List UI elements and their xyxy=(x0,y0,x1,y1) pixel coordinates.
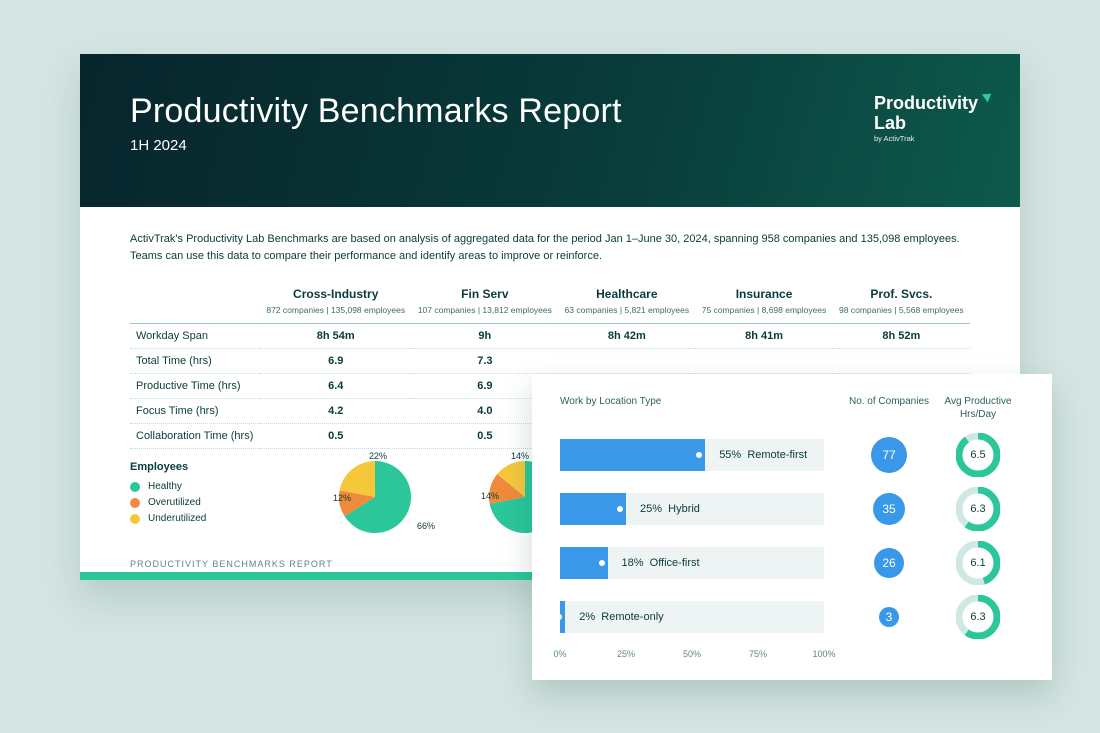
table-cell: 8h 42m xyxy=(558,324,695,349)
col-header: Prof. Svcs. xyxy=(833,285,970,301)
pie-slice-label: 14% xyxy=(481,491,499,501)
bar-wrap: 2% Remote-only xyxy=(560,601,848,633)
table-cell xyxy=(695,349,832,374)
legend-swatch xyxy=(130,482,140,492)
axis-tick: 0% xyxy=(553,649,566,659)
row-label: Total Time (hrs) xyxy=(130,349,260,374)
legend-title: Employees xyxy=(130,461,300,473)
axis-tick: 100% xyxy=(812,649,835,659)
bar-dot-icon xyxy=(696,452,702,458)
location-card-front: Work by Location Type No. of Companies A… xyxy=(532,374,1052,680)
location-row: 25% Hybrid 35 6.3 xyxy=(560,487,1026,531)
table-cell: 0.5 xyxy=(260,424,412,449)
employees-legend: Employees Healthy Overutilized Underutiliz… xyxy=(130,461,300,529)
col-header: Fin Serv xyxy=(411,285,558,301)
pie-slice-label: 12% xyxy=(333,493,351,503)
brand-line1: Productivity xyxy=(874,94,978,112)
legend-swatch xyxy=(130,514,140,524)
table-cell: 4.2 xyxy=(260,399,412,424)
front-noc-header: No. of Companies xyxy=(848,396,930,421)
bar-fill xyxy=(560,439,705,471)
legend-item: Underutilized xyxy=(130,513,300,524)
aph-donut: 6.1 xyxy=(930,541,1026,585)
count-bubble: 3 xyxy=(879,607,899,627)
axis-tick: 25% xyxy=(617,649,635,659)
col-header: Cross-Industry xyxy=(260,285,412,301)
pie-slice-label: 66% xyxy=(417,521,435,531)
company-count: 26 xyxy=(848,548,930,578)
location-row: 18% Office-first 26 6.1 xyxy=(560,541,1026,585)
company-count: 77 xyxy=(848,437,930,473)
row-label: Workday Span xyxy=(130,324,260,349)
aph-value: 6.1 xyxy=(970,557,985,569)
legend-item: Healthy xyxy=(130,481,300,492)
table-cell: 6.9 xyxy=(260,349,412,374)
col-sub: 872 companies | 135,098 employees xyxy=(266,305,406,315)
legend-label: Healthy xyxy=(148,481,182,492)
front-aph-header: Avg Productive Hrs/Day xyxy=(930,396,1026,421)
bar-label: 55% Remote-first xyxy=(719,449,807,461)
col-sub: 98 companies | 5,568 employees xyxy=(839,305,964,315)
aph-value: 6.3 xyxy=(970,611,985,623)
report-subtitle: 1H 2024 xyxy=(130,137,970,154)
location-row: 2% Remote-only 3 6.3 xyxy=(560,595,1026,639)
legend-item: Overutilized xyxy=(130,497,300,508)
report-title: Productivity Benchmarks Report xyxy=(130,92,970,131)
row-label: Productive Time (hrs) xyxy=(130,374,260,399)
aph-value: 6.5 xyxy=(970,449,985,461)
brand-byline: by ActivTrak xyxy=(874,135,978,143)
brand-line2: Lab xyxy=(874,114,978,132)
bar-wrap: 55% Remote-first xyxy=(560,439,848,471)
bar-dot-icon xyxy=(556,614,562,620)
report-intro: ActivTrak's Productivity Lab Benchmarks … xyxy=(130,231,970,265)
bar-label: 2% Remote-only xyxy=(579,611,663,623)
table-cell: 9h xyxy=(411,324,558,349)
brand-arrow-icon xyxy=(982,90,994,103)
col-header: Insurance xyxy=(695,285,832,301)
count-bubble: 77 xyxy=(871,437,907,473)
col-sub: 107 companies | 13,812 employees xyxy=(417,305,552,315)
pie-cross-industry: 66%12%22% xyxy=(300,461,450,533)
legend-swatch xyxy=(130,498,140,508)
front-headers: Work by Location Type No. of Companies A… xyxy=(560,396,1026,421)
table-cell xyxy=(558,349,695,374)
table-cell: 8h 54m xyxy=(260,324,412,349)
bar-label: 18% Office-first xyxy=(622,557,700,569)
aph-donut: 6.3 xyxy=(930,487,1026,531)
table-cell xyxy=(833,349,970,374)
pie-slice-label: 14% xyxy=(511,451,529,461)
table-cell: 7.3 xyxy=(411,349,558,374)
col-sub: 75 companies | 8,698 employees xyxy=(701,305,826,315)
report-header: Productivity Benchmarks Report 1H 2024 P… xyxy=(80,54,1020,207)
bar-wrap: 25% Hybrid xyxy=(560,493,848,525)
aph-donut: 6.3 xyxy=(930,595,1026,639)
front-axis: 0%25%50%75%100% xyxy=(560,649,824,671)
axis-tick: 50% xyxy=(683,649,701,659)
bar-dot-icon xyxy=(599,560,605,566)
company-count: 3 xyxy=(848,607,930,627)
bar-wrap: 18% Office-first xyxy=(560,547,848,579)
table-cell: 8h 41m xyxy=(695,324,832,349)
count-bubble: 35 xyxy=(873,493,905,525)
front-chart-title: Work by Location Type xyxy=(560,396,848,421)
location-row: 55% Remote-first 77 6.5 xyxy=(560,433,1026,477)
axis-tick: 75% xyxy=(749,649,767,659)
aph-value: 6.3 xyxy=(970,503,985,515)
count-bubble: 26 xyxy=(874,548,904,578)
table-cell: 6.4 xyxy=(260,374,412,399)
bar-dot-icon xyxy=(617,506,623,512)
row-label: Focus Time (hrs) xyxy=(130,399,260,424)
bar-label: 25% Hybrid xyxy=(640,503,700,515)
pie-slice-label: 22% xyxy=(369,451,387,461)
legend-label: Overutilized xyxy=(148,497,201,508)
table-cell: 8h 52m xyxy=(833,324,970,349)
col-sub: 63 companies | 5,821 employees xyxy=(564,305,689,315)
front-rows: 55% Remote-first 77 6.5 25% Hybrid 35 6.3 18% … xyxy=(560,433,1026,639)
company-count: 35 xyxy=(848,493,930,525)
legend-label: Underutilized xyxy=(148,513,206,524)
aph-donut: 6.5 xyxy=(930,433,1026,477)
brand-logo: Productivity Lab by ActivTrak xyxy=(874,94,978,143)
col-header: Healthcare xyxy=(558,285,695,301)
row-label: Collaboration Time (hrs) xyxy=(130,424,260,449)
